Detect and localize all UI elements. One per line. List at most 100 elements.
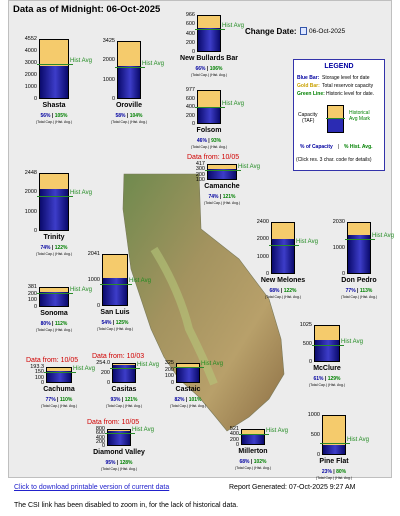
castaic-subcaption: (Total Cap.) (Hist. Avg.) bbox=[169, 404, 207, 408]
new-melones-subcaption: (Total Cap.) (Hist. Avg.) bbox=[264, 295, 302, 299]
sonoma-name-link[interactable]: Sonoma bbox=[40, 310, 68, 317]
pct-sep: | bbox=[125, 113, 130, 119]
download-link[interactable]: Click to download printable version of c… bbox=[14, 484, 170, 491]
camanche-hist-label: Hist Avg bbox=[238, 164, 260, 171]
pine-flat-axis-label: 1000 bbox=[307, 412, 320, 418]
legend-gold-label: Gold Bar: bbox=[297, 83, 320, 89]
new-melones-hist-line bbox=[269, 244, 299, 246]
camanche-axis-label: 300 bbox=[195, 166, 205, 173]
millerton-hist-label: Hist Avg bbox=[266, 428, 288, 435]
pine-flat-percent: 23% | 80% bbox=[309, 469, 359, 475]
trinity-name-link[interactable]: Trinity bbox=[43, 234, 65, 241]
shasta-axis-label: 4552 bbox=[24, 36, 37, 42]
shasta-subcaption: (Total Cap.) (Hist. Avg.) bbox=[35, 120, 73, 124]
new-bullards-bar-capacity-bar[interactable] bbox=[197, 15, 221, 52]
pct-hist: 129% bbox=[327, 376, 341, 382]
cachuma-storage-bar bbox=[47, 371, 71, 382]
legend-pct-cap: % of Capacity bbox=[300, 144, 333, 150]
san-luis-capacity-bar[interactable] bbox=[102, 254, 128, 306]
don-pedro-capacity-bar[interactable] bbox=[347, 222, 371, 274]
pct-capacity: 56% bbox=[40, 113, 51, 119]
san-luis-hist-label: Hist Avg bbox=[129, 277, 151, 284]
cachuma-percent: 77% | 110% bbox=[34, 397, 84, 403]
san-luis-storage-bar bbox=[103, 278, 127, 305]
mcclure-name-link[interactable]: McClure bbox=[313, 365, 341, 372]
cachuma-subcaption: (Total Cap.) (Hist. Avg.) bbox=[40, 404, 78, 408]
casitas-name-link[interactable]: Casitas bbox=[111, 386, 137, 393]
pine-flat-name-link[interactable]: Pine Flat bbox=[319, 458, 349, 465]
cachuma-name-link[interactable]: Cachuma bbox=[43, 386, 75, 393]
oroville-percent: 58% | 104% bbox=[104, 113, 154, 119]
millerton-capacity-bar[interactable] bbox=[241, 429, 265, 445]
mcclure-axis-label: 0 bbox=[308, 359, 312, 365]
trinity-capacity-bar[interactable] bbox=[39, 173, 69, 231]
pct-capacity: 82% bbox=[174, 397, 185, 403]
new-melones-axis-label: 1000 bbox=[256, 253, 269, 260]
pine-flat-capacity-bar[interactable] bbox=[322, 415, 346, 455]
folsom-axis-label: 977 bbox=[185, 87, 195, 93]
date-field[interactable]: 06-Oct-2025 bbox=[309, 28, 346, 35]
new-melones-capacity-bar[interactable] bbox=[271, 222, 295, 274]
pct-capacity: 23% bbox=[321, 469, 332, 475]
camanche-name-link[interactable]: Camanche bbox=[204, 183, 240, 190]
castaic-hist-line bbox=[174, 366, 204, 368]
cachuma-hist-label: Hist Avg bbox=[73, 365, 95, 372]
san-luis-axis-label: 1000 bbox=[87, 277, 100, 283]
pct-sep: | bbox=[323, 376, 328, 382]
millerton-name-link[interactable]: Millerton bbox=[238, 448, 268, 455]
shasta-axis-label: 3000 bbox=[24, 60, 37, 66]
camanche-hist-line bbox=[205, 170, 241, 172]
new-melones-axis-label: 2000 bbox=[256, 236, 269, 243]
oroville-axis-label: 2000 bbox=[102, 57, 115, 64]
change-date-label: Change Date: bbox=[245, 27, 297, 36]
new-bullards-bar-axis-label: 0 bbox=[191, 49, 195, 55]
castaic-axis-label: 200 bbox=[164, 366, 174, 373]
folsom-capacity-bar[interactable] bbox=[197, 90, 221, 124]
shasta-name-link[interactable]: Shasta bbox=[42, 102, 66, 109]
camanche-axis-label: 200 bbox=[195, 171, 205, 178]
pct-sep: | bbox=[184, 397, 189, 403]
legend-hist-label: Historical bbox=[349, 110, 370, 116]
pct-capacity: 74% bbox=[208, 194, 219, 200]
new-bullards-bar-percent: 66% | 106% bbox=[184, 66, 234, 72]
pine-flat-storage-bar bbox=[323, 445, 345, 454]
san-luis-name-link[interactable]: San Luis bbox=[100, 309, 130, 316]
diamond-valley-capacity-bar[interactable] bbox=[107, 429, 131, 446]
pct-hist: 121% bbox=[222, 194, 236, 200]
mcclure-axis-label: 500 bbox=[302, 340, 312, 347]
sonoma-capacity-bar[interactable] bbox=[39, 287, 69, 307]
diamond-valley-name-link[interactable]: Diamond Valley bbox=[93, 449, 145, 456]
folsom-axis-label: 200 bbox=[185, 112, 195, 119]
mcclure-subcaption: (Total Cap.) (Hist. Avg.) bbox=[308, 383, 346, 387]
millerton-axis-label: 400 bbox=[229, 431, 239, 438]
report-generated: Report Generated: 07-Oct-2025 9:27 AM bbox=[229, 484, 356, 491]
shasta-capacity-bar[interactable] bbox=[39, 39, 69, 99]
don-pedro-name-link[interactable]: Don Pedro bbox=[341, 277, 377, 284]
pct-capacity: 66% bbox=[195, 66, 206, 72]
oroville-name-link[interactable]: Oroville bbox=[115, 102, 143, 109]
mcclure-capacity-bar[interactable] bbox=[314, 325, 340, 362]
shasta-axis-label: 0 bbox=[33, 96, 37, 102]
castaic-capacity-bar[interactable] bbox=[176, 363, 200, 383]
diamond-valley-axis-label: 400 bbox=[95, 434, 105, 441]
new-melones-hist-label: Hist Avg bbox=[296, 238, 318, 245]
shasta-axis-label: 4000 bbox=[24, 48, 37, 54]
oroville-axis-label: 0 bbox=[111, 96, 115, 102]
trinity-axis-label: 2000 bbox=[24, 189, 37, 196]
pct-capacity: 68% bbox=[239, 459, 250, 465]
pct-capacity: 61% bbox=[313, 376, 324, 382]
camanche-capacity-bar[interactable] bbox=[207, 164, 237, 180]
don-pedro-hist-label: Hist Avg bbox=[372, 232, 394, 239]
casitas-capacity-bar[interactable] bbox=[112, 363, 136, 383]
diamond-valley-axis-label: 600 bbox=[95, 430, 105, 437]
new-melones-name-link[interactable]: New Melones bbox=[260, 277, 306, 284]
new-bullards-bar-name-link[interactable]: New Bullards Bar bbox=[180, 55, 238, 62]
calendar-icon[interactable] bbox=[300, 27, 307, 35]
castaic-axis-label: 100 bbox=[164, 373, 174, 380]
folsom-name-link[interactable]: Folsom bbox=[196, 127, 222, 134]
castaic-name-link[interactable]: Castaic bbox=[175, 386, 201, 393]
cachuma-capacity-bar[interactable] bbox=[46, 367, 72, 383]
oroville-capacity-bar[interactable] bbox=[117, 41, 141, 99]
legend-green-text: Historic level for date. bbox=[326, 91, 375, 97]
millerton-hist-line bbox=[239, 434, 269, 436]
